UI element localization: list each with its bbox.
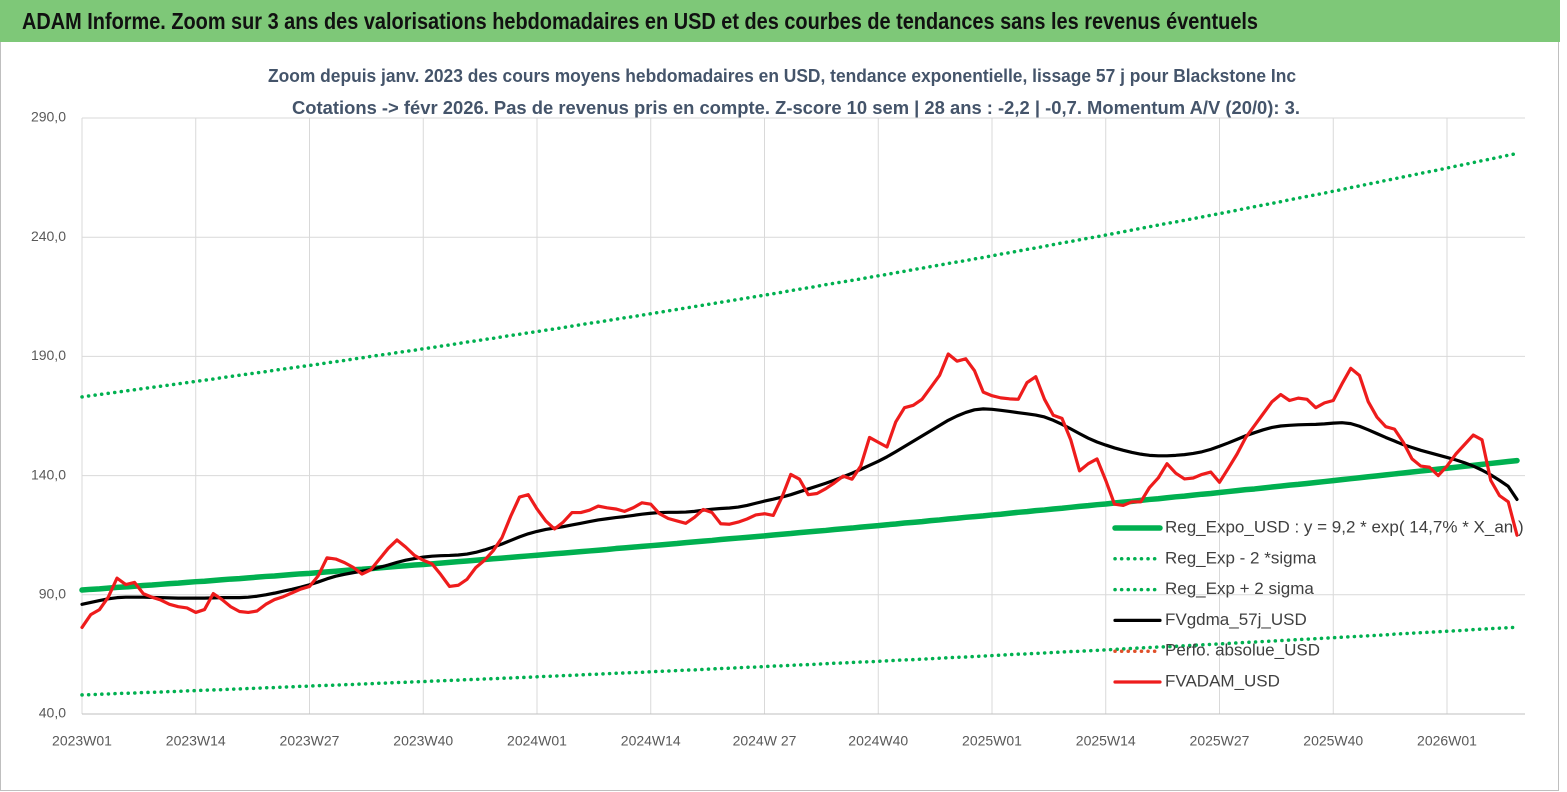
header-title: ADAM Informe. Zoom sur 3 ans des valoris…	[22, 8, 1258, 34]
chart-subtitle: Cotations -> févr 2026. Pas de revenus p…	[292, 98, 1300, 118]
legend-label: Perfo. absolue_USD	[1165, 641, 1320, 660]
x-tick-label: 2025W40	[1303, 733, 1363, 749]
series-line	[80, 407, 1519, 606]
x-tick-label: 2025W14	[1076, 733, 1136, 749]
header-bar	[0, 0, 1560, 42]
y-tick-label: 90,0	[39, 586, 66, 602]
x-tick-label: 2025W01	[962, 733, 1022, 749]
x-tick-label: 2024W40	[848, 733, 908, 749]
series-line	[80, 151, 1519, 399]
legend-label: FVADAM_USD	[1165, 671, 1280, 690]
x-tick-label: 2023W27	[280, 733, 340, 749]
x-tick-label: 2024W 27	[733, 733, 797, 749]
chart-title: Zoom depuis janv. 2023 des cours moyens …	[268, 66, 1296, 86]
x-tick-label: 2025W27	[1190, 733, 1250, 749]
x-tick-label: 2024W14	[621, 733, 681, 749]
series-line	[80, 352, 1519, 630]
y-tick-label: 40,0	[39, 705, 66, 721]
plot-area	[79, 151, 1520, 697]
y-tick-label: 240,0	[31, 228, 66, 244]
x-tick-label: 2026W01	[1417, 733, 1477, 749]
legend-label: Reg_Exp - 2 *sigma	[1165, 548, 1317, 567]
y-tick-label: 190,0	[31, 347, 66, 363]
legend: Reg_Expo_USD : y = 9,2 * exp( 14,7% * X_…	[1112, 517, 1524, 690]
series-line	[80, 625, 1519, 697]
grid: 40,0 90,0 140,0 190,0 240,0 290,0 2023W01 2023W…	[31, 109, 1525, 749]
y-tick-label: 140,0	[31, 466, 66, 482]
x-tick-label: 2024W01	[507, 733, 567, 749]
x-tick-label: 2023W14	[166, 733, 226, 749]
x-tick-label: 2023W01	[52, 733, 112, 749]
legend-label: FVgdma_57j_USD	[1165, 610, 1307, 629]
legend-label: Reg_Expo_USD : y = 9,2 * exp( 14,7% * X_…	[1165, 517, 1524, 536]
x-tick-label: 2023W40	[393, 733, 453, 749]
legend-label: Reg_Exp + 2 sigma	[1165, 579, 1314, 598]
y-tick-label: 290,0	[31, 109, 66, 125]
